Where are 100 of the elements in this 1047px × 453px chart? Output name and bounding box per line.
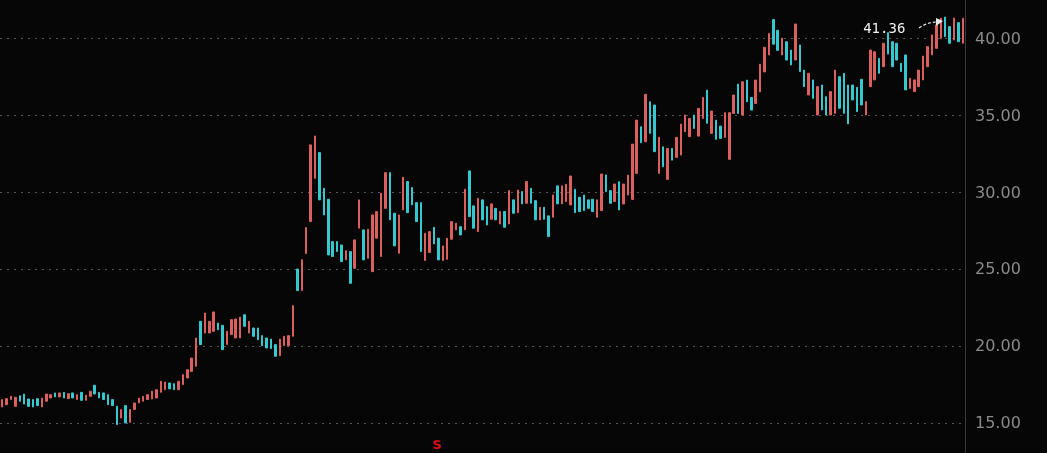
candlestick — [477, 197, 479, 233]
candlestick — [741, 81, 744, 116]
candlestick — [486, 206, 488, 226]
candlestick — [411, 187, 413, 206]
candlestick — [596, 199, 598, 218]
candlestick — [226, 330, 228, 346]
candlestick — [98, 391, 100, 399]
candlestick — [702, 96, 704, 119]
candlestick — [569, 175, 572, 206]
candlestick — [14, 396, 17, 407]
y-tick-label: 25.00 — [975, 259, 1021, 279]
candlestick — [834, 69, 836, 114]
candlestick — [618, 181, 620, 211]
candlestick — [261, 335, 263, 347]
candlestick — [292, 305, 294, 337]
candlestick — [847, 84, 849, 125]
candlestick — [270, 338, 272, 350]
candlestick — [155, 389, 158, 399]
candlestick — [199, 320, 202, 346]
candlestick — [675, 136, 678, 158]
candlestick — [336, 241, 338, 253]
candlestick — [93, 384, 96, 395]
candlestick — [891, 41, 894, 68]
candlestick — [658, 136, 660, 174]
candlestick — [512, 199, 515, 214]
candlestick — [353, 239, 356, 269]
candlestick — [517, 189, 519, 214]
candlestick — [882, 42, 885, 68]
candlestick — [785, 41, 788, 61]
y-tick-label: 35.00 — [975, 105, 1021, 125]
candlestick — [737, 83, 739, 114]
candlestick — [1, 399, 3, 408]
candlestick — [935, 24, 938, 49]
annotation: S — [432, 437, 442, 452]
candlestick — [746, 79, 748, 103]
candlestick — [750, 96, 753, 111]
candlestick — [58, 392, 61, 398]
candlestick — [314, 135, 316, 179]
candlestick — [583, 194, 585, 212]
candlestick — [89, 390, 92, 397]
candlestick — [574, 188, 576, 214]
candlestick — [23, 393, 25, 405]
candlestick — [32, 399, 34, 408]
candlestick — [380, 192, 382, 258]
y-tick-label: 20.00 — [975, 336, 1021, 356]
candlestick — [151, 390, 153, 400]
candlestick — [649, 101, 651, 134]
candlestick — [759, 63, 761, 93]
candlestick — [424, 232, 426, 262]
candlestick — [265, 337, 268, 349]
candlestick — [812, 79, 814, 99]
candlestick — [217, 322, 219, 331]
candlestick — [530, 187, 532, 204]
candlestick — [428, 231, 431, 254]
candlestick — [754, 79, 757, 104]
candlestick — [909, 77, 911, 89]
candlestick — [5, 398, 8, 406]
y-tick-label: 40.00 — [975, 28, 1021, 48]
candlestick — [768, 32, 770, 56]
candlestick — [807, 72, 810, 96]
candlestick — [957, 22, 960, 43]
candlestick — [904, 54, 907, 91]
candlestick — [666, 147, 669, 180]
candlestick — [459, 226, 462, 236]
candlestick — [367, 228, 369, 259]
candlestick — [124, 405, 127, 424]
candlestick — [398, 214, 400, 254]
candlestick — [931, 34, 933, 56]
candlestick — [120, 409, 122, 419]
candlestick — [433, 226, 435, 245]
candlestick — [384, 172, 387, 209]
candlestick — [587, 199, 590, 209]
candlestick — [420, 202, 422, 253]
candlestick — [680, 123, 682, 156]
candlestick — [499, 211, 501, 225]
candlestick — [133, 402, 136, 411]
candlestick — [543, 206, 545, 220]
candlestick — [402, 176, 404, 211]
candlestick — [116, 405, 118, 426]
candlestick — [455, 222, 457, 231]
candlestick — [327, 198, 330, 256]
candlestick — [296, 268, 299, 292]
candlestick — [27, 398, 30, 407]
candlestick — [821, 84, 823, 111]
candlestick — [349, 251, 352, 284]
candlestick — [160, 380, 162, 393]
candlestick — [860, 78, 863, 106]
candlestick — [671, 147, 673, 161]
candlestick — [926, 46, 929, 68]
y-tick-label: 30.00 — [975, 182, 1021, 202]
candlestick — [406, 181, 409, 214]
candlestick — [539, 206, 541, 221]
candlestick — [829, 91, 832, 116]
y-tick-label: 15.00 — [975, 413, 1021, 433]
candlestick — [182, 374, 184, 386]
candlestick — [446, 237, 448, 260]
candlestick — [323, 187, 325, 216]
candlestick — [164, 381, 166, 391]
candlestick — [442, 245, 444, 262]
candlestick — [763, 46, 766, 73]
